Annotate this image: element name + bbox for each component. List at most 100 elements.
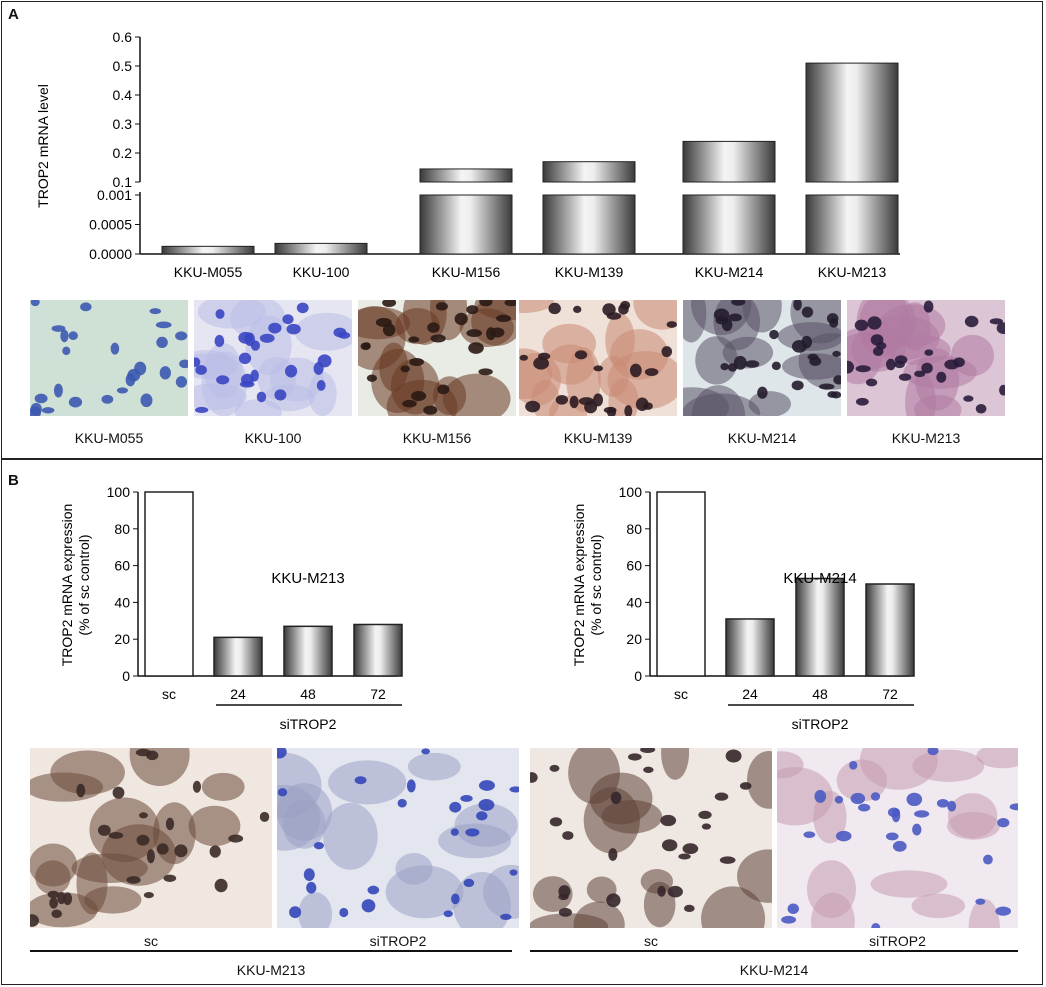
nucleus — [490, 327, 505, 338]
panel-b-label: B — [8, 472, 19, 489]
cytoplasm-blob — [120, 376, 188, 416]
cytoplasm-blob — [683, 387, 730, 416]
cytoplasm-blob — [30, 843, 78, 887]
micrograph-caption: KKU-M214 — [727, 430, 797, 446]
micrograph-kku-m214-image — [683, 300, 841, 416]
nucleus — [51, 325, 66, 332]
nucleus — [745, 360, 760, 368]
nucleus — [627, 753, 642, 761]
nucleus — [924, 349, 934, 356]
nucleus — [906, 792, 923, 807]
bar-24 — [725, 618, 775, 677]
nucleus — [443, 910, 453, 918]
nucleus — [870, 792, 881, 801]
nucleus — [228, 834, 244, 843]
nucleus — [698, 810, 712, 820]
cytoplasm-blob — [777, 751, 804, 779]
nucleus — [885, 358, 896, 371]
cytoplasm-blob — [976, 748, 1018, 769]
nucleus — [313, 842, 324, 850]
nucleus — [296, 302, 309, 314]
cytoplasm-blob — [119, 300, 160, 338]
nucleus — [936, 371, 947, 383]
nucleus — [923, 300, 934, 313]
nucleus — [999, 384, 1005, 396]
nucleus — [793, 300, 802, 311]
nucleus — [423, 405, 438, 415]
nucleus — [947, 800, 957, 812]
nucleus — [509, 869, 518, 876]
nucleus — [569, 395, 579, 409]
nucleus — [657, 885, 666, 897]
nucleus — [303, 868, 315, 881]
bar-48 — [795, 577, 845, 677]
x-tick-label: KKU-M156 — [432, 264, 501, 280]
y-tick-label: 0.6 — [113, 29, 133, 45]
y-tick-label: 0 — [122, 668, 130, 684]
micrograph-b-4-image — [777, 748, 1018, 928]
micrograph-b-caption: sc — [644, 933, 658, 949]
bar-kku-m214-upper — [682, 140, 776, 183]
nucleus — [479, 300, 493, 307]
nucleus — [101, 394, 114, 404]
bar-kku-m214-lower — [682, 194, 776, 255]
nucleus — [983, 854, 993, 865]
nucleus — [801, 335, 813, 349]
y-tick-label: 0.001 — [97, 187, 132, 203]
y-tick-label: 0.0005 — [89, 217, 132, 233]
bar-sc — [656, 491, 706, 677]
nucleus — [720, 363, 729, 371]
nucleus — [256, 391, 267, 403]
cytoplasm-blob — [701, 886, 766, 928]
nucleus — [285, 364, 298, 378]
nucleus — [214, 878, 228, 893]
cytoplasm-blob — [968, 898, 1000, 928]
nucleus — [914, 810, 930, 818]
nucleus — [60, 329, 69, 343]
y-tick-label: 80 — [114, 521, 130, 537]
nucleus — [450, 828, 459, 836]
nucleus — [268, 322, 282, 334]
micrograph-caption: KKU-100 — [244, 430, 302, 446]
nucleus — [818, 383, 835, 390]
nucleus — [143, 891, 154, 899]
nucleus — [832, 350, 841, 357]
x-tick-label: 24 — [742, 686, 758, 702]
nucleus — [421, 748, 430, 755]
nucleus — [460, 794, 473, 802]
nucleus — [504, 300, 516, 307]
y-tick-label: 40 — [626, 594, 642, 610]
cytoplasm-blob — [483, 864, 519, 919]
nucleus — [727, 363, 738, 372]
nucleus — [833, 375, 841, 385]
nucleus — [661, 346, 673, 358]
cytoplasm-blob — [30, 772, 104, 802]
nucleus — [41, 407, 55, 414]
nucleus — [430, 334, 446, 343]
nucleus — [49, 897, 59, 909]
cytoplasm-blob — [912, 749, 985, 783]
x-tick-label: KKU-M055 — [174, 264, 243, 280]
panel-a-label: A — [8, 6, 19, 23]
nucleus — [602, 303, 616, 316]
nucleus — [286, 323, 301, 335]
panel-a: A — [1, 1, 1043, 459]
nucleus — [175, 331, 188, 341]
cytoplasm-blob — [459, 308, 514, 348]
nucleus — [435, 302, 448, 311]
cytoplasm-blob — [263, 384, 315, 412]
nucleus — [259, 333, 275, 343]
cytoplasm-blob — [308, 371, 337, 416]
y-tick-label: 0 — [634, 668, 642, 684]
nucleus — [30, 406, 41, 416]
nucleus — [179, 359, 188, 369]
nucleus — [892, 840, 907, 852]
cytoplasm-blob — [633, 300, 677, 330]
nucleus — [733, 355, 747, 370]
nucleus — [629, 363, 642, 378]
y-axis-title: TROP2 mRNA expression(% of sc control) — [571, 504, 604, 667]
nucleus — [644, 368, 659, 376]
micrograph-caption: KKU-M055 — [74, 430, 144, 446]
cytoplasm-blob — [911, 893, 966, 919]
x-tick-label: sc — [162, 686, 176, 702]
